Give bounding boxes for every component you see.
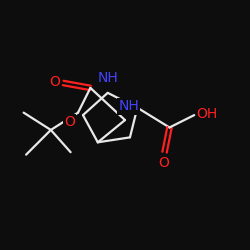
Text: NH: NH [118,99,139,113]
Text: OH: OH [196,107,218,121]
Text: O: O [49,75,60,89]
Text: O: O [64,115,75,129]
Text: NH: NH [97,72,118,86]
Text: O: O [158,156,169,170]
